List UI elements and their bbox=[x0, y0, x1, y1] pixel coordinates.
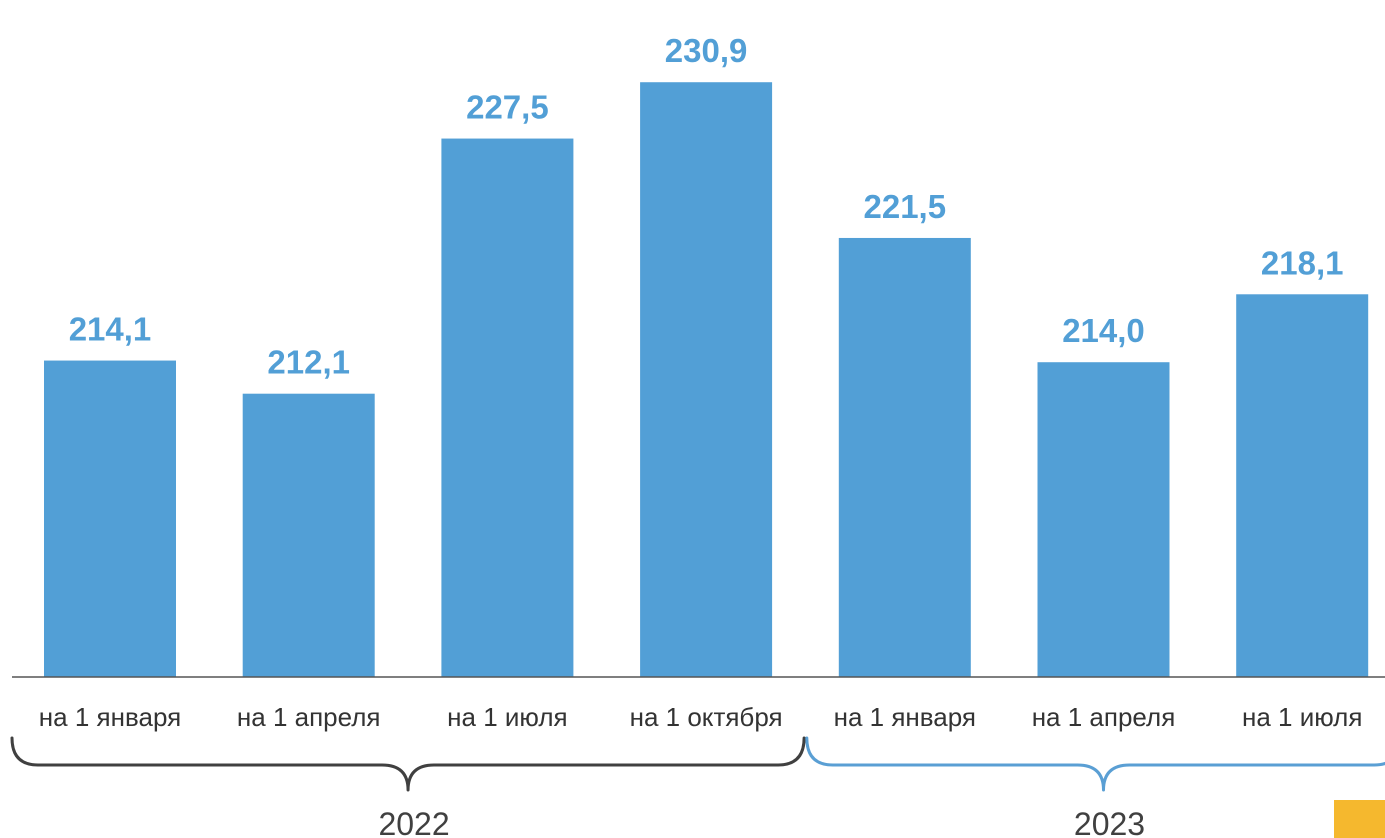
year-labels-group: 2022 2023 bbox=[378, 806, 1145, 838]
bar bbox=[44, 360, 176, 677]
bar-value-label: 214,0 bbox=[1062, 312, 1145, 349]
bar bbox=[242, 393, 375, 677]
value-labels-group: 214,1 212,1 227,5 230,9 221,5 214,0 218,1 bbox=[69, 32, 1344, 380]
corner-accent-icon bbox=[1334, 800, 1385, 838]
category-tick-label: на 1 апреля bbox=[237, 702, 381, 732]
bar-value-label: 221,5 bbox=[864, 188, 947, 225]
bar bbox=[1236, 294, 1369, 677]
category-tick-label: на 1 апреля bbox=[1032, 702, 1176, 732]
bar-value-label: 218,1 bbox=[1261, 244, 1344, 281]
category-tick-label: на 1 октября bbox=[630, 702, 783, 732]
bar-value-label: 214,1 bbox=[69, 311, 152, 348]
bar bbox=[838, 237, 971, 677]
year-group-label: 2023 bbox=[1074, 806, 1145, 838]
year-brackets-group bbox=[10, 736, 1385, 792]
category-tick-label: на 1 января bbox=[834, 702, 976, 732]
category-tick-label: на 1 января bbox=[39, 702, 181, 732]
bar-value-label: 227,5 bbox=[466, 89, 549, 126]
bar bbox=[640, 82, 773, 678]
category-labels-group: на 1 января на 1 апреля на 1 июля на 1 октя… bbox=[39, 702, 1363, 732]
bar bbox=[1037, 362, 1170, 677]
bar-value-label: 212,1 bbox=[267, 344, 350, 381]
year-bracket bbox=[10, 736, 806, 792]
year-bracket bbox=[805, 736, 1385, 792]
bars-group bbox=[44, 82, 1369, 678]
bar bbox=[441, 138, 574, 677]
category-tick-label: на 1 июля bbox=[447, 702, 567, 732]
bar-value-label: 230,9 bbox=[665, 32, 748, 69]
category-tick-label: на 1 июля bbox=[1242, 702, 1362, 732]
year-group-label: 2022 bbox=[378, 806, 449, 838]
